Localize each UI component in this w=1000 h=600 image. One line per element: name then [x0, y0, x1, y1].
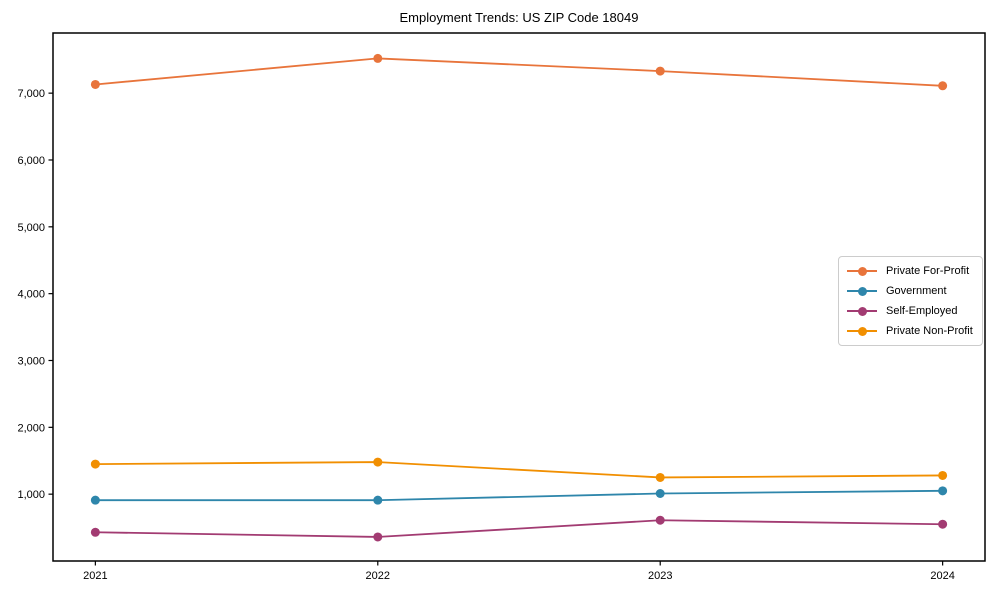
x-tick-label: 2023: [648, 570, 672, 582]
legend-label: Self-Employed: [886, 305, 958, 317]
data-point-marker: [938, 519, 948, 529]
legend-marker-icon: [847, 286, 877, 296]
plot-border: [52, 32, 986, 562]
chart-legend: Private For-Profit Government Self-Employe…: [838, 256, 983, 346]
y-tick-label: 1,000: [17, 489, 45, 501]
data-point-marker: [655, 66, 665, 76]
y-tick-label: 4,000: [17, 289, 45, 301]
legend-label: Private For-Profit: [886, 265, 970, 277]
x-tick-label: 2024: [930, 570, 954, 582]
chart-title: Employment Trends: US ZIP Code 18049: [399, 10, 639, 25]
data-point-marker: [373, 532, 383, 542]
y-tick-label: 3,000: [17, 355, 45, 367]
legend-marker-icon: [847, 306, 877, 316]
y-tick-label: 7,000: [17, 88, 45, 100]
data-point-marker: [938, 470, 948, 480]
data-point-marker: [90, 79, 100, 89]
y-tick-label: 5,000: [17, 222, 45, 234]
legend-item: Self-Employed: [847, 301, 973, 321]
data-point-marker: [90, 527, 100, 537]
legend-item: Private Non-Profit: [847, 321, 973, 341]
data-point-marker: [655, 515, 665, 525]
data-point-marker: [90, 495, 100, 505]
x-tick-label: 2022: [366, 570, 390, 582]
legend-marker-icon: [847, 326, 877, 336]
legend-label: Private Non-Profit: [886, 325, 973, 337]
data-point-marker: [938, 81, 948, 91]
x-tick-label: 2021: [83, 570, 107, 582]
series-line: [95, 461, 943, 479]
series-line: [95, 57, 943, 87]
data-point-marker: [373, 495, 383, 505]
legend-marker-icon: [847, 266, 877, 276]
data-point-marker: [373, 457, 383, 467]
series-line: [95, 489, 943, 502]
data-point-marker: [655, 472, 665, 482]
legend-label: Government: [886, 285, 947, 297]
series-line: [95, 519, 943, 538]
legend-item: Government: [847, 281, 973, 301]
data-point-marker: [938, 486, 948, 496]
y-tick-label: 2,000: [17, 422, 45, 434]
data-point-marker: [90, 459, 100, 469]
y-tick-label: 6,000: [17, 155, 45, 167]
legend-item: Private For-Profit: [847, 261, 973, 281]
data-point-marker: [373, 53, 383, 63]
data-point-marker: [655, 488, 665, 498]
